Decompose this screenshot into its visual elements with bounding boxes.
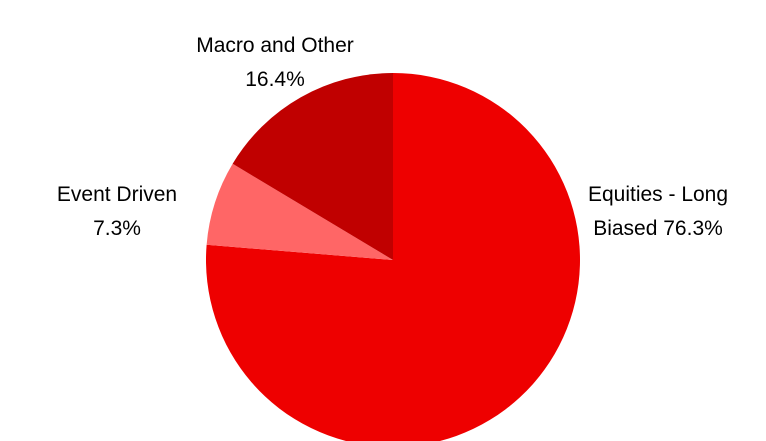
- slice-label-macro-and-other-line2: 16.4%: [245, 68, 305, 91]
- pie-slice-equities-long-biased: [206, 73, 580, 441]
- slice-label-equities-long-biased-line1: Equities - Long: [588, 183, 728, 206]
- pie-slice-event-driven: [206, 163, 393, 260]
- slice-label-event-driven-line2: 7.3%: [93, 217, 141, 240]
- slice-label-event-driven-line1: Event Driven: [57, 183, 177, 206]
- pie-slice-macro-and-other: [232, 73, 393, 260]
- slice-label-equities-long-biased-line2: Biased 76.3%: [593, 217, 723, 240]
- slice-label-macro-and-other-line1: Macro and Other: [196, 34, 354, 57]
- pie-slices: [206, 73, 580, 441]
